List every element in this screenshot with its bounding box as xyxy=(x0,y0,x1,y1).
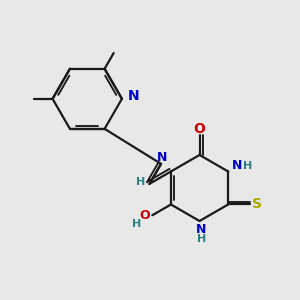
Text: N: N xyxy=(157,151,167,164)
Text: H: H xyxy=(136,177,145,187)
Text: N: N xyxy=(196,223,206,236)
Text: H: H xyxy=(243,160,252,170)
Text: O: O xyxy=(194,122,206,136)
Text: O: O xyxy=(140,209,150,222)
Text: H: H xyxy=(132,220,142,230)
Text: S: S xyxy=(252,197,262,212)
Text: H: H xyxy=(196,234,206,244)
Text: N: N xyxy=(128,88,140,103)
Text: N: N xyxy=(232,159,243,172)
